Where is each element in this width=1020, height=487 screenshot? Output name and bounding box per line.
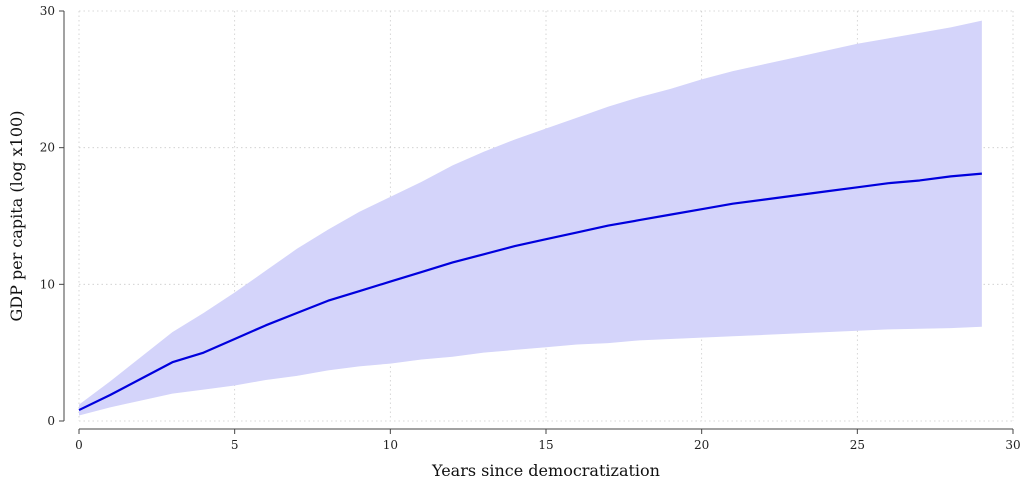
- y-tick-label: 30: [40, 4, 55, 18]
- y-tick-label: 20: [40, 141, 55, 155]
- y-tick-label: 0: [47, 414, 55, 428]
- x-tick-label: 25: [850, 438, 865, 452]
- x-tick-label: 0: [75, 438, 83, 452]
- y-axis-title: GDP per capita (log x100): [7, 111, 26, 322]
- x-tick-label: 20: [694, 438, 709, 452]
- x-tick-label: 15: [538, 438, 553, 452]
- prediction-line-layer: [78, 172, 982, 412]
- y-tick-label: 10: [40, 277, 55, 291]
- x-tick-label: 30: [1005, 438, 1020, 452]
- prediction-line: [78, 172, 982, 412]
- x-tick-label: 10: [383, 438, 398, 452]
- x-tick-label: 5: [231, 438, 239, 452]
- confidence-band-layer: [79, 20, 982, 416]
- confidence-band: [79, 20, 982, 416]
- axes: 0 5 10 15 20 25 30 0 10 20 30: [40, 4, 1020, 452]
- x-axis-title: Years since democratization: [431, 461, 660, 480]
